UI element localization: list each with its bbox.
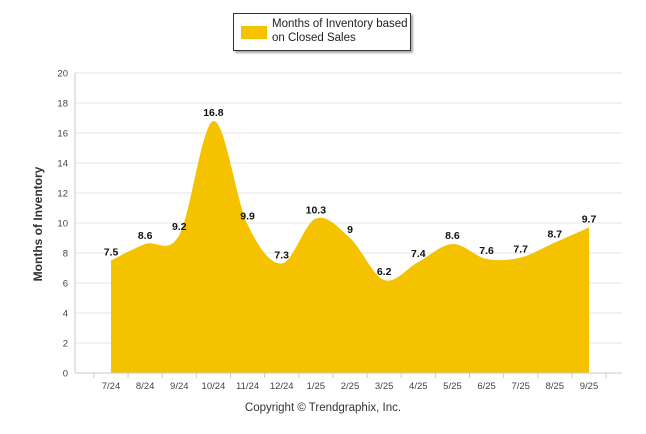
y-tick-label: 8 — [63, 249, 68, 260]
y-tick-label: 12 — [57, 189, 68, 200]
y-axis-ticks: 0 2 4 6 8 10 12 14 16 18 20 — [57, 69, 68, 380]
x-tick-label: 2/25 — [341, 381, 360, 392]
data-labels: 7.5 8.6 9.2 16.8 9.9 7.3 10.3 9 6.2 7.4 8.6 7.6 7.7 8… — [104, 107, 597, 278]
data-label: 7.6 — [479, 245, 494, 257]
x-tick-label: 11/24 — [236, 381, 259, 392]
x-tick-label: 9/24 — [170, 381, 189, 392]
data-label: 7.5 — [104, 247, 119, 259]
x-tick-label: 12/24 — [270, 381, 294, 392]
legend: Months of Inventory based on Closed Sale… — [233, 13, 411, 51]
x-tick-label: 7/24 — [102, 381, 121, 392]
data-label: 7.4 — [411, 248, 426, 260]
y-tick-label: 20 — [57, 69, 68, 80]
legend-swatch — [241, 26, 267, 39]
x-tick-label: 6/25 — [477, 381, 496, 392]
y-tick-label: 0 — [63, 369, 68, 380]
y-tick-label: 14 — [57, 159, 68, 170]
x-tick-label: 1/25 — [307, 381, 326, 392]
data-label: 8.6 — [138, 230, 153, 242]
y-tick-label: 16 — [57, 129, 68, 140]
y-tick-label: 6 — [63, 279, 68, 290]
y-tick-label: 18 — [57, 99, 68, 110]
data-label: 10.3 — [306, 205, 327, 217]
data-label: 9 — [347, 224, 353, 236]
axes — [74, 73, 622, 374]
data-label: 9.7 — [582, 214, 597, 226]
legend-label: Months of Inventory based on Closed Sale… — [272, 18, 408, 44]
x-tick-label: 5/25 — [443, 381, 462, 392]
data-label: 7.3 — [274, 250, 289, 262]
area-series — [111, 120, 589, 373]
x-tick-label: 8/25 — [546, 381, 565, 392]
y-axis-title: Months of Inventory — [31, 166, 45, 282]
x-tick-label: 10/24 — [202, 381, 226, 392]
data-label: 9.2 — [172, 221, 187, 233]
copyright-footer: Copyright © Trendgraphix, Inc. — [244, 402, 402, 414]
x-tick-label: 9/25 — [580, 381, 599, 392]
area-fill — [111, 120, 589, 373]
y-tick-label: 2 — [63, 339, 68, 350]
x-tick-label: 8/24 — [136, 381, 155, 392]
data-label: 7.7 — [513, 244, 528, 256]
x-tick-label: 7/25 — [511, 381, 530, 392]
data-label: 9.9 — [240, 211, 255, 223]
data-label: 6.2 — [377, 266, 392, 278]
data-label: 16.8 — [203, 107, 224, 119]
data-label: 8.6 — [445, 230, 460, 242]
data-label: 8.7 — [548, 229, 563, 241]
y-tick-label: 10 — [57, 219, 68, 230]
x-tick-label: 4/25 — [409, 381, 428, 392]
x-tick-label: 3/25 — [375, 381, 394, 392]
x-axis-ticks: 7/24 8/24 9/24 10/24 11/24 12/24 1/25 2/25 3/25 4… — [93, 373, 607, 392]
y-tick-label: 4 — [63, 309, 68, 320]
